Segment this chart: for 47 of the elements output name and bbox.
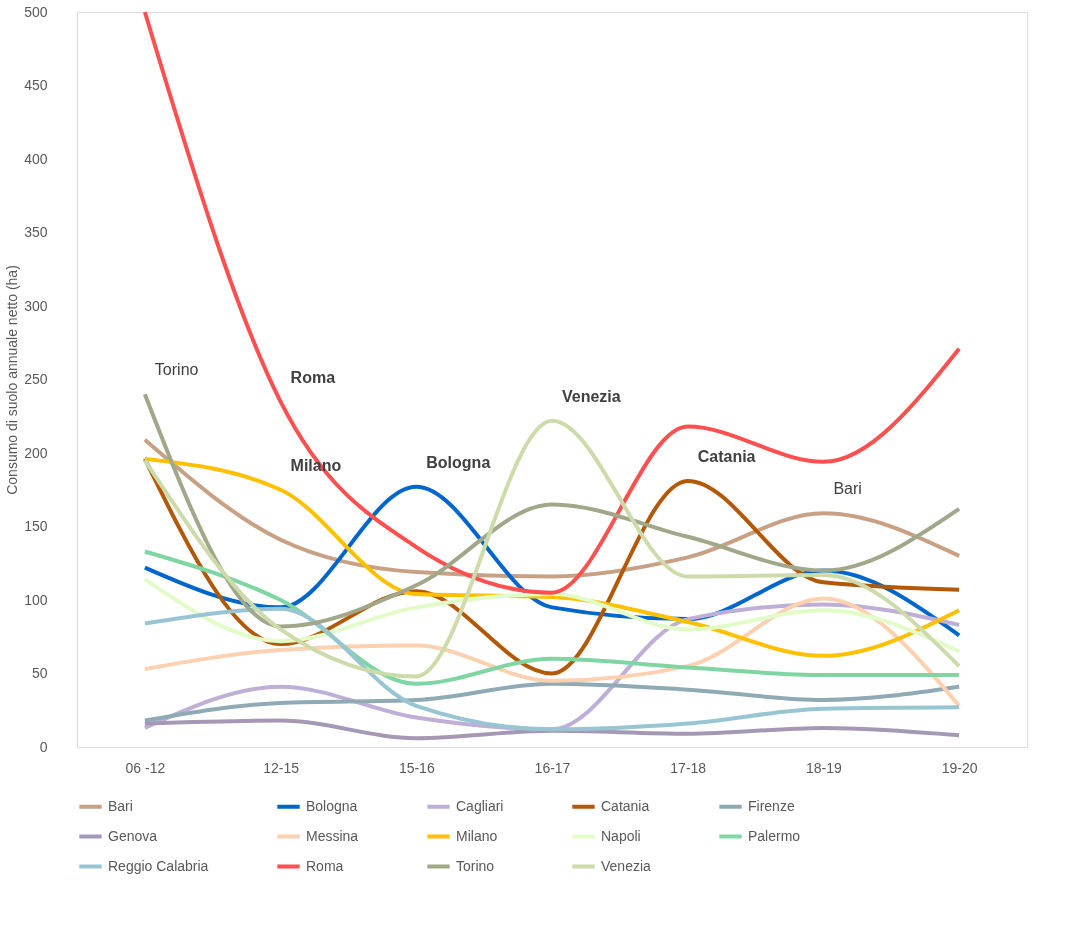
legend-label: Firenze bbox=[748, 797, 795, 814]
line-series bbox=[142, 577, 962, 654]
line-series bbox=[142, 392, 962, 629]
y-tick-label: 0 bbox=[39, 738, 48, 755]
y-tick-label: 400 bbox=[24, 150, 48, 167]
y-tick-label: 250 bbox=[24, 371, 48, 387]
legend-label: Bari bbox=[108, 797, 133, 814]
x-tick-label: 16-17 bbox=[534, 759, 571, 776]
y-tick-label: 100 bbox=[24, 591, 48, 608]
y-tick-label: 300 bbox=[24, 297, 48, 314]
legend-label: Venezia bbox=[601, 857, 652, 874]
legend-label: Messina bbox=[306, 827, 359, 844]
legend-label: Palermo bbox=[748, 827, 801, 844]
line-series bbox=[142, 418, 962, 679]
line-series bbox=[142, 718, 962, 741]
line-series bbox=[142, 596, 962, 708]
legend-label: Cagliari bbox=[456, 797, 504, 814]
legend-label: Milano bbox=[456, 827, 498, 844]
x-tick-label: 18-19 bbox=[806, 759, 843, 776]
y-axis-title: Consumo di suolo annuale netto (ha) bbox=[4, 265, 21, 495]
y-tick-label: 50 bbox=[31, 665, 48, 681]
y-tick-label: 200 bbox=[24, 444, 48, 461]
y-tick-label: 500 bbox=[24, 3, 48, 20]
line-series bbox=[142, 437, 962, 579]
legend-label: Reggio Calabria bbox=[108, 857, 209, 874]
annotation: Bari bbox=[833, 480, 862, 498]
x-tick-label: 17-18 bbox=[670, 759, 707, 776]
legend-label: Bologna bbox=[306, 797, 358, 814]
y-tick-label: 350 bbox=[24, 224, 48, 240]
x-tick-label: 19-20 bbox=[941, 759, 978, 776]
legend-label: Torino bbox=[456, 857, 495, 874]
annotation: Roma bbox=[290, 368, 336, 386]
annotation: Torino bbox=[154, 361, 199, 379]
x-tick-label: 12-15 bbox=[263, 759, 300, 776]
legend-label: Catania bbox=[601, 797, 650, 814]
x-tick-label: 06 -12 bbox=[125, 759, 166, 776]
y-tick-label: 450 bbox=[24, 77, 48, 93]
annotation: Catania bbox=[697, 447, 756, 465]
line-series bbox=[142, 10, 962, 595]
line-series bbox=[142, 681, 962, 723]
x-tick-label: 15-16 bbox=[398, 759, 435, 776]
annotation: Bologna bbox=[426, 453, 491, 471]
annotation: Venezia bbox=[562, 387, 621, 405]
legend-label: Napoli bbox=[601, 827, 641, 844]
y-tick-label: 150 bbox=[24, 518, 48, 534]
legend-label: Roma bbox=[306, 857, 344, 874]
legend-label: Genova bbox=[108, 827, 158, 844]
